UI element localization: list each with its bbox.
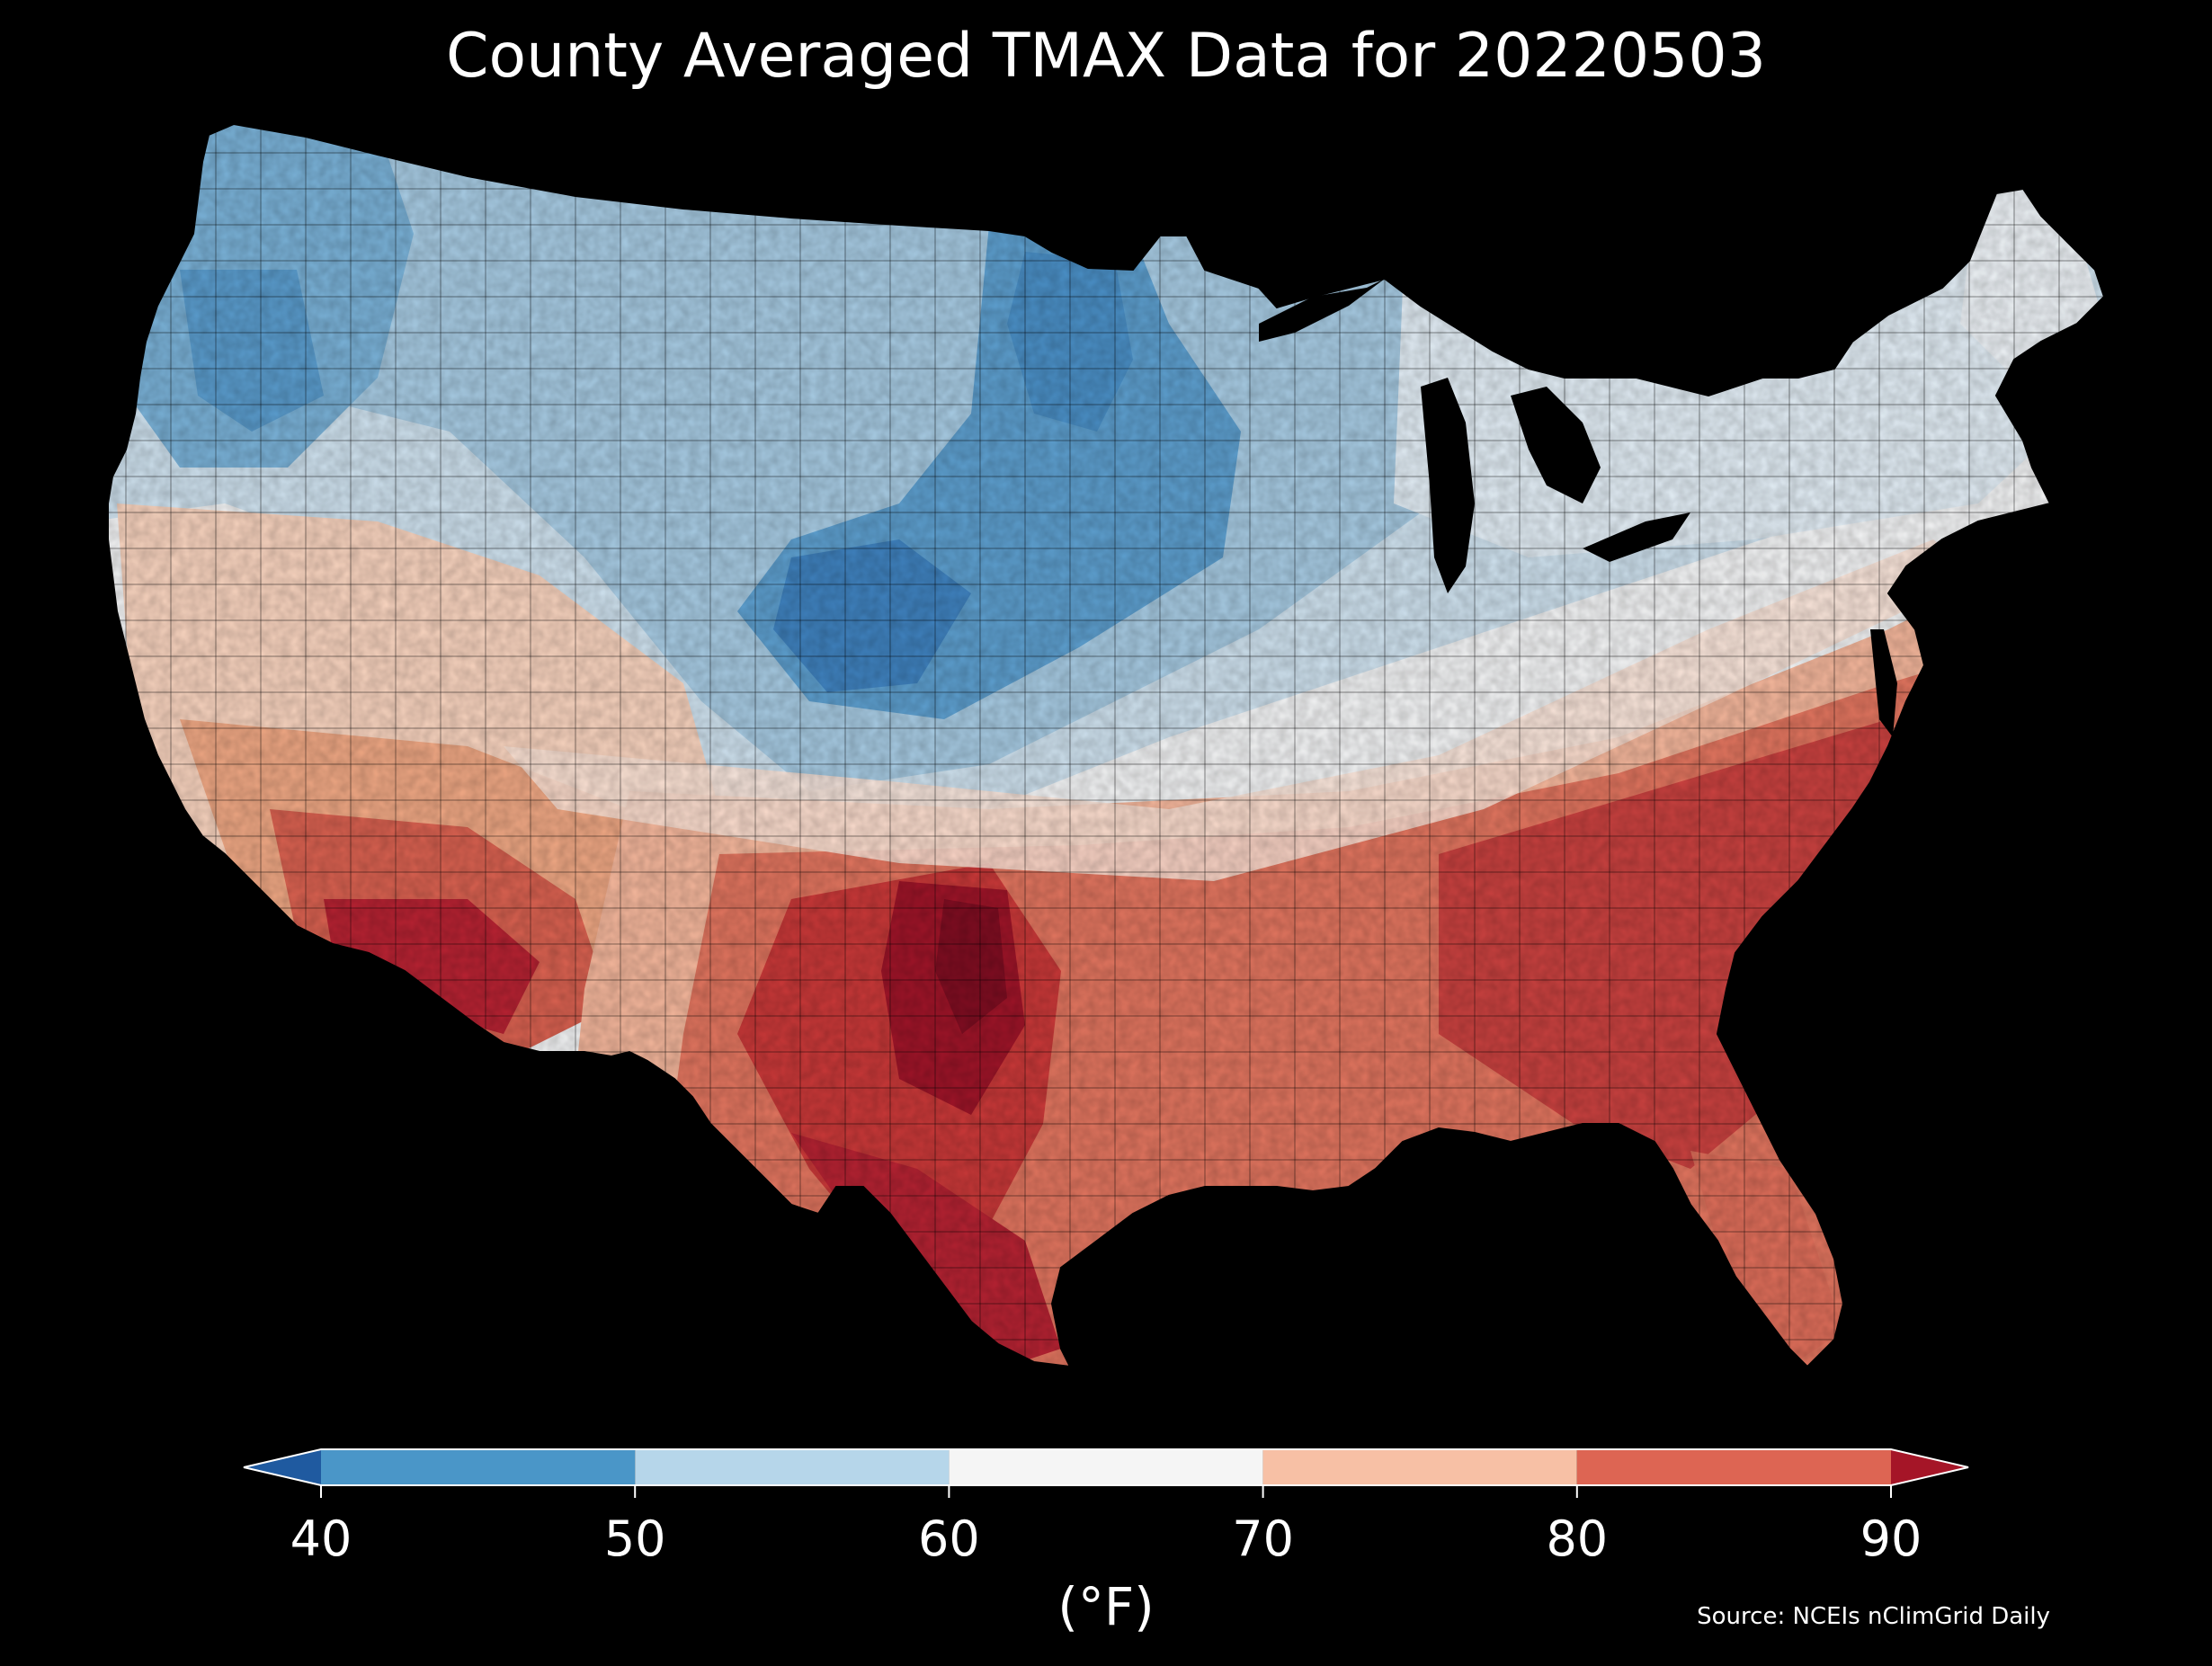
source-note: Source: NCEIs nClimGrid Daily xyxy=(1697,1603,2050,1630)
colorbar-bin-70-80 xyxy=(1262,1449,1577,1485)
colorbar-tick-80: 80 xyxy=(1546,1510,1609,1567)
lake-superior xyxy=(1259,279,1385,342)
chesapeake-bay xyxy=(1870,629,1897,737)
colorbar-extend-over xyxy=(1891,1449,1968,1485)
colorbar-bins xyxy=(243,1448,1969,1498)
colorbar-tick-40: 40 xyxy=(290,1510,352,1567)
colorbar-tick-60: 60 xyxy=(918,1510,980,1567)
colorbar-bin-40-50 xyxy=(321,1449,636,1485)
colorbar-unit-label: (°F) xyxy=(1057,1576,1155,1637)
colorbar-tick-90: 90 xyxy=(1860,1510,1922,1567)
lake-erie xyxy=(1583,512,1690,562)
lake-michigan xyxy=(1421,378,1475,593)
lake-huron xyxy=(1511,387,1601,503)
country-outline xyxy=(107,122,2106,1368)
colorbar-extend-under xyxy=(244,1449,321,1485)
map-title: County Averaged TMAX Data for 20220503 xyxy=(446,21,1766,92)
colorbar-bin-80-90 xyxy=(1576,1449,1891,1485)
colorbar-tick-70: 70 xyxy=(1232,1510,1294,1567)
colorbar-bin-50-60 xyxy=(635,1449,950,1485)
colorbar-bin-60-70 xyxy=(949,1449,1263,1485)
colorbar-tick-50: 50 xyxy=(603,1510,666,1567)
